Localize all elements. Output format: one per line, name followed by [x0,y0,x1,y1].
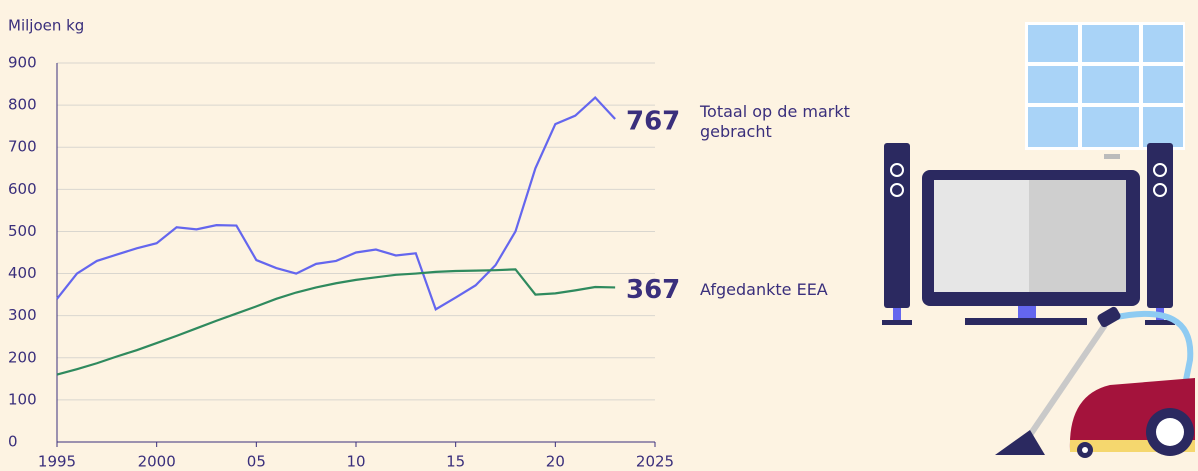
y-tick-label: 300 [8,306,37,324]
x-tick-label: 2025 [636,453,674,471]
x-tick-label: 2000 [138,453,176,471]
y-tick-label: 200 [8,348,37,366]
y-tick-label: 700 [8,138,37,156]
y-tick-label: 500 [8,222,37,240]
end-value-label: 367 [626,275,680,305]
y-tick-label: 900 [8,54,37,72]
y-tick-label: 600 [8,180,37,198]
y-axis-label: Miljoen kg [8,17,84,35]
y-tick-label: 100 [8,390,37,408]
line [56,268,616,376]
y-tick-label: 0 [8,433,18,451]
x-tick-label: 10 [346,453,365,471]
x-tick-label: 1995 [38,453,76,471]
series-label: Totaal op de markt gebracht [700,102,850,141]
illustration [882,22,1195,458]
end-value-label: 767 [626,107,680,137]
x-tick-label: 15 [446,453,465,471]
x-tick-label: 05 [247,453,266,471]
series-label: Afgedankte EEA [700,280,828,300]
y-tick-label: 800 [8,96,37,114]
x-tick-label: 20 [546,453,565,471]
line [56,95,616,311]
y-tick-label: 400 [8,264,37,282]
